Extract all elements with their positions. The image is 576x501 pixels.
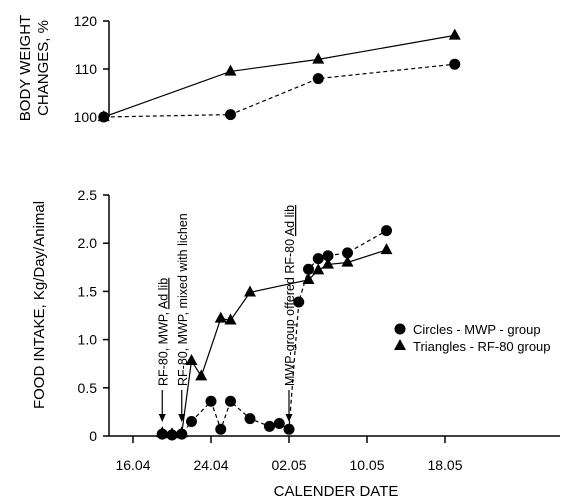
annotation-label-part1: RF-80, MWP, mixed with lichen [176,213,190,386]
weight-circle-point [312,73,324,85]
annotation-label: MWP-group offered RF-80 Ad lib [283,205,297,386]
weight-y-axis-title-line2: CHANGES, % [35,20,52,116]
weight-y-tick-label: 100 [74,109,98,125]
food-intake-panel: 0 0.5 1.0 1.5 2.0 2.5 16.04 24.04 02.05 10.05 18.0… [31,187,560,500]
annotation-2: RF-80, MWP, mixed with lichen [176,213,190,422]
intake-y-tick-label: 2.0 [78,235,98,251]
weight-circle-point [98,111,110,123]
intake-circle-point [205,395,217,407]
annotation-label-part2: Ad lib [156,278,170,309]
legend-triangle-marker [394,339,406,350]
intake-circle-point [283,423,295,435]
intake-triangle-point [322,257,334,269]
intake-circle-point [303,263,314,275]
intake-triangle-point [341,255,354,267]
annotation-label: RF-80, MWP, mixed with lichen [176,213,190,386]
intake-circle-point [322,250,334,262]
weight-triangle-point [448,28,461,40]
intake-triangle-point [312,263,325,275]
intake-y-tick-label: 1.5 [78,283,98,299]
legend: Circles - MWP - group Triangles - RF-80 g… [394,322,551,354]
legend-entry-label: Triangles - RF-80 group [413,339,551,354]
legend-entry-label: Circles - MWP - group [413,322,541,337]
legend-circle-marker [394,323,406,335]
intake-x-tick-label: 18.05 [427,457,462,473]
intake-x-tick-label: 10.05 [349,457,384,473]
intake-circle-point [156,428,168,440]
weight-circle-series-line [103,63,455,118]
annotation-arrow-head [158,414,166,422]
intake-triangle-point [302,273,315,285]
weight-y-axis-title-line1: BODY WEIGHT [17,15,34,121]
intake-triangle-series-line [162,249,387,435]
intake-y-tick-label: 0 [89,428,97,444]
intake-circle-point [273,417,285,429]
intake-triangle-point [214,311,227,323]
annotation-label-part1: MWP-group offered RF-80 [283,236,297,386]
annotation-text: RF-80, MWP, mixed with lichen [176,213,190,386]
body-weight-panel: 100 110 120 BODY WEIGHT CHANGES, % [17,13,461,125]
intake-circle-point [166,429,178,441]
intake-y-tick-label: 2.5 [78,187,98,203]
intake-circle-point [176,428,188,440]
intake-circle-point [215,423,227,435]
intake-circle-point [312,253,324,265]
intake-x-tick-label: 24.04 [193,457,228,473]
intake-y-axis-title: FOOD INTAKE, Kg/Day/Animal [31,201,48,409]
annotation-label-part2: Ad lib [283,205,297,236]
intake-y-tick-label: 0.5 [78,380,98,396]
annotation-label-part1: RF-80, MWP, [156,309,170,386]
weight-triangle-series-line [103,34,455,118]
intake-circle-point [225,395,236,407]
intake-x-tick-label: 16.04 [115,457,150,473]
annotation-arrow-head [178,414,186,422]
weight-y-tick-label: 110 [75,61,98,77]
weight-triangle-point [312,52,325,64]
intake-triangle-point [380,243,393,255]
intake-circle-point [293,296,305,308]
intake-triangle-point [185,353,198,365]
intake-circle-point [244,413,256,425]
weight-circle-point [225,109,236,121]
annotation-label: RF-80, MWP, Ad lib [156,278,170,386]
intake-x-tick-label: 02.05 [271,457,306,473]
intake-circle-point [186,416,197,428]
intake-triangle-point [224,313,237,325]
weight-circle-point [449,58,461,70]
intake-triangle-point [195,369,208,381]
weight-y-axis-title: BODY WEIGHT CHANGES, % [17,15,52,121]
intake-circle-point [264,420,275,432]
intake-y-tick-label: 1.0 [78,332,98,348]
annotation-1: RF-80, MWP, Ad lib [156,278,170,422]
intake-x-axis-title: CALENDER DATE [274,483,399,500]
annotation-3: MWP-group offered RF-80 Ad lib [283,205,297,422]
annotation-arrow-head [285,414,293,422]
annotation-text: MWP-group offered RF-80 Ad lib [283,205,297,386]
intake-triangle-point [244,285,256,297]
weight-triangle-point [224,64,237,76]
intake-circle-point [381,225,392,237]
annotation-text: RF-80, MWP, Ad lib [156,278,170,386]
weight-y-tick-label: 120 [74,13,98,29]
intake-circle-point [342,247,353,259]
